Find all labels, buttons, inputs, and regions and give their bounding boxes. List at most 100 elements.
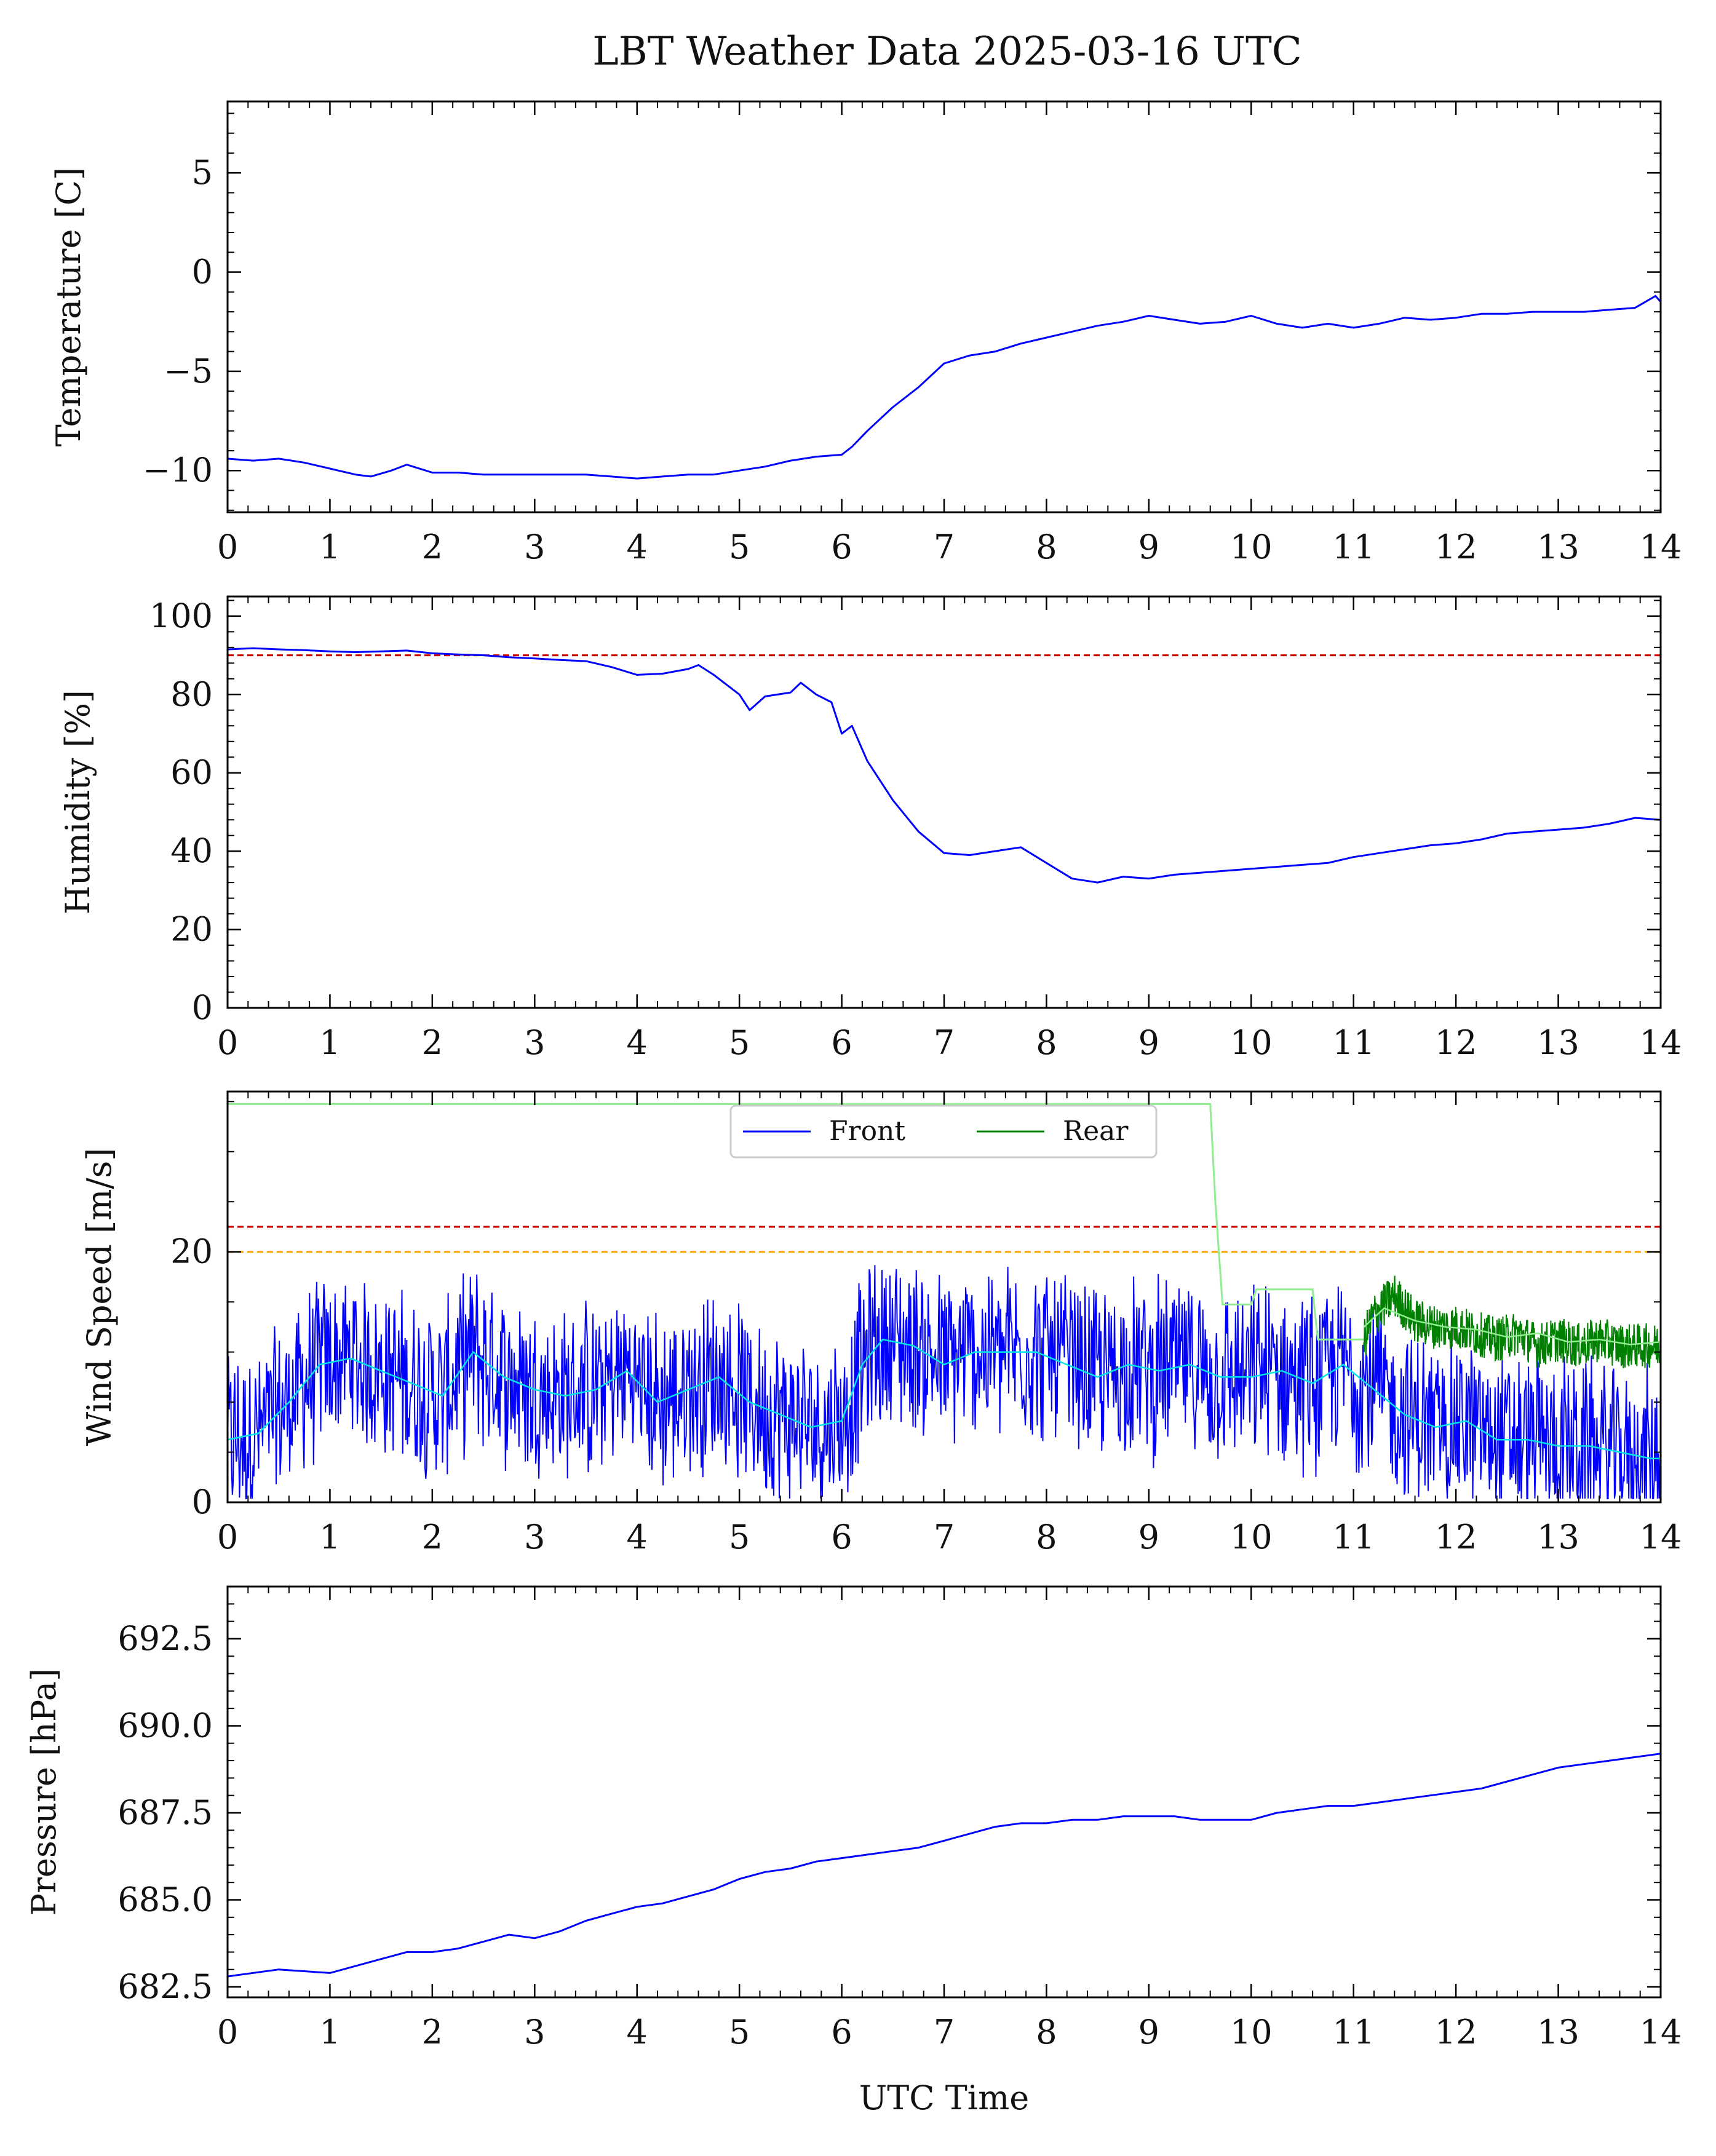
x-tick-label: 1 [319,528,340,566]
y-tick-label: 20 [170,910,213,949]
plot-area [228,647,1661,884]
y-axis-label: Pressure [hPa] [25,1668,63,1916]
x-tick-label: 7 [934,2013,955,2051]
legend-entry: Front [829,1116,905,1147]
x-tick-label: 2 [422,1518,443,1556]
x-tick-label: 13 [1537,1023,1579,1062]
series-front_avg [228,1338,1661,1459]
x-tick-label: 14 [1640,1518,1682,1556]
y-tick-label: 40 [170,831,213,870]
y-tick-label: 0 [192,253,213,291]
x-tick-label: 8 [1036,2013,1057,2051]
series-pressure [228,1753,1661,1978]
x-tick-label: 8 [1036,528,1057,566]
x-tick-label: 2 [422,528,443,566]
x-tick-label: 11 [1332,1023,1375,1062]
x-tick-label: 14 [1640,1023,1682,1062]
x-tick-label: 12 [1435,1023,1477,1062]
panel-pressure: 0 1 2 3 4 5 6 7 8 9 10 11 12 13 14682.5685.0687.5690.0… [25,1585,1682,2051]
series-rear-signal [1363,1275,1661,1368]
x-tick-label: 6 [831,1023,852,1062]
x-tick-label: 10 [1230,528,1273,566]
x-tick-label: 4 [627,1518,648,1556]
x-tick-label: 8 [1036,1023,1057,1062]
x-tick-label: 12 [1435,1518,1477,1556]
plot-area [228,295,1661,480]
x-tick-label: 2 [422,1023,443,1062]
y-tick-label: −10 [143,451,213,489]
x-tick-label: 10 [1230,1023,1273,1062]
x-tick-label: 3 [524,2013,545,2051]
x-tick-label: 0 [217,528,238,566]
y-axis-label: Humidity [%] [58,690,97,914]
x-tick-label: 4 [627,528,648,566]
x-tick-label: 3 [524,1023,545,1062]
x-tick-label: 14 [1640,528,1682,566]
x-tick-label: 3 [524,528,545,566]
x-tick-label: 6 [831,1518,852,1556]
x-tick-label: 5 [729,528,750,566]
y-tick-label: 60 [170,753,213,792]
x-tick-label: 4 [627,1023,648,1062]
legend-entry: Rear [1063,1116,1129,1147]
y-tick-label: 5 [192,153,213,192]
x-tick-label: 3 [524,1518,545,1556]
x-tick-label: 14 [1640,2013,1682,2051]
series-humidity [228,647,1661,884]
y-tick-label: 100 [149,596,213,635]
y-tick-label: 687.5 [117,1793,213,1832]
x-tick-label: 12 [1435,2013,1477,2051]
x-tick-label: 6 [831,2013,852,2051]
x-tick-label: 7 [934,1023,955,1062]
x-tick-label: 7 [934,1518,955,1556]
x-tick-label: 7 [934,528,955,566]
x-tick-label: 13 [1537,528,1579,566]
x-tick-label: 4 [627,2013,648,2051]
panel-humidity: 0 1 2 3 4 5 6 7 8 9 10 11 12 13 14020406080100Humidity… [58,595,1682,1062]
x-tick-label: 13 [1537,1518,1579,1556]
x-tick-label: 1 [319,1518,340,1556]
x-tick-label: 9 [1138,1023,1159,1062]
x-tick-label: 10 [1230,2013,1273,2051]
x-tick-label: 12 [1435,528,1477,566]
y-axis-label: Wind Speed [m/s] [80,1148,119,1446]
x-tick-label: 9 [1138,528,1159,566]
y-tick-label: 682.5 [117,1967,213,2006]
x-tick-label: 8 [1036,1518,1057,1556]
x-tick-label: 5 [729,1023,750,1062]
series-rear_avg [1363,1307,1661,1346]
x-tick-label: 5 [729,1518,750,1556]
y-tick-label: 692.5 [117,1619,213,1658]
x-axis-label: UTC Time [859,2079,1029,2117]
series-front-signal [228,1265,1661,1499]
series-rear-step [228,1103,1364,1341]
y-axis-label: Temperature [C] [49,167,88,446]
x-tick-label: 5 [729,2013,750,2051]
plot-area [228,1753,1661,1978]
x-tick-label: 13 [1537,2013,1579,2051]
y-tick-label: 685.0 [117,1880,213,1919]
legend: Front Rear [729,1104,1158,1159]
x-tick-label: 2 [422,2013,443,2051]
y-tick-label: 20 [170,1232,213,1271]
y-tick-label: 0 [192,1483,213,1521]
x-tick-label: 0 [217,1023,238,1062]
plot-area [228,1103,1661,1499]
x-tick-label: 11 [1332,2013,1375,2051]
x-tick-label: 1 [319,1023,340,1062]
x-tick-label: 11 [1332,528,1375,566]
y-tick-label: −5 [164,352,213,390]
y-tick-label: 690.0 [117,1706,213,1745]
x-tick-label: 11 [1332,1518,1375,1556]
x-tick-label: 9 [1138,2013,1159,2051]
x-tick-label: 10 [1230,1518,1273,1556]
legend-box [729,1104,1158,1159]
y-tick-label: 0 [192,988,213,1027]
x-tick-label: 0 [217,1518,238,1556]
series-temperature [228,295,1661,480]
x-tick-label: 6 [831,528,852,566]
x-tick-label: 1 [319,2013,340,2051]
